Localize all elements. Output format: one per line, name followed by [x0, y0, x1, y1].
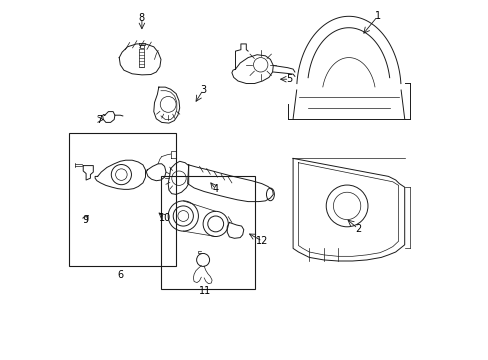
Text: 1: 1	[374, 11, 380, 21]
Text: 3: 3	[200, 85, 206, 95]
Text: 4: 4	[212, 184, 218, 194]
Text: 7: 7	[97, 114, 102, 125]
Text: 11: 11	[198, 285, 211, 296]
Text: 8: 8	[139, 13, 144, 23]
Text: 10: 10	[158, 213, 170, 223]
Bar	[69, 133, 176, 266]
Text: 5: 5	[286, 74, 292, 84]
Bar	[161, 176, 255, 289]
Text: 9: 9	[82, 215, 88, 225]
Text: 12: 12	[256, 236, 268, 246]
Text: 2: 2	[354, 224, 360, 234]
Text: 6: 6	[117, 270, 123, 280]
